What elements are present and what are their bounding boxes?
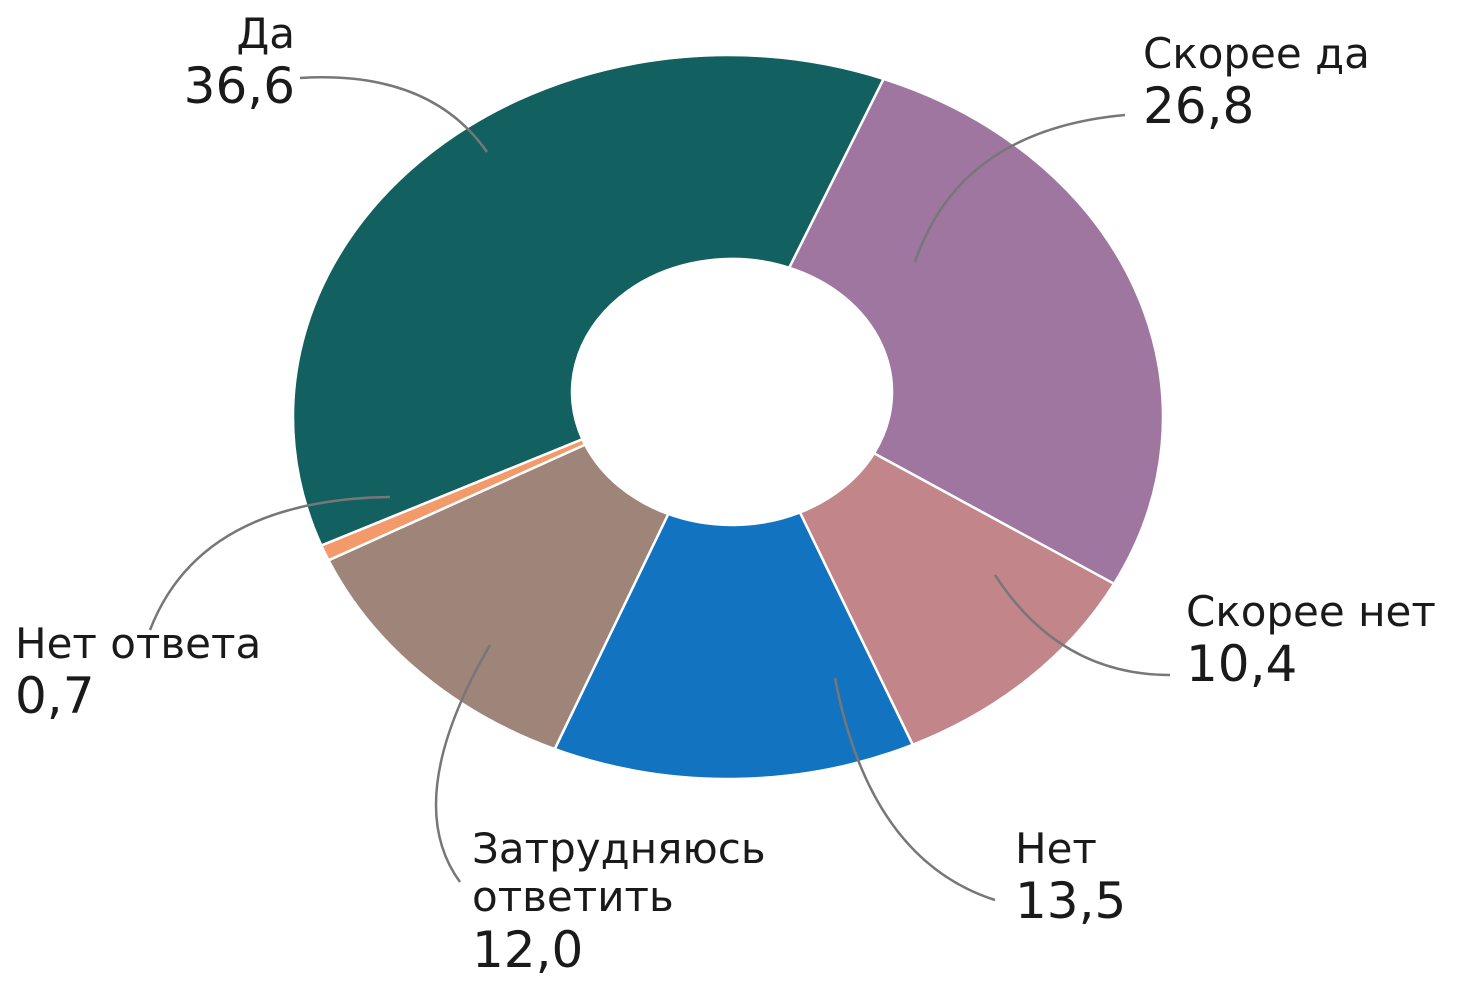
value-label: 36,6	[183, 57, 295, 116]
slice-label: Нет 13,5	[1015, 824, 1127, 931]
category-label: Да	[236, 9, 295, 58]
slice	[326, 443, 670, 751]
value-label: 0,7	[15, 667, 95, 726]
category-label: Скорее да	[1143, 29, 1370, 78]
leader-line	[993, 574, 1171, 677]
leader-line	[299, 76, 489, 153]
leader-line	[434, 644, 492, 883]
category-label: Затрудняюсь ответить	[472, 824, 766, 922]
slice-label: Скорее нет 10,4	[1186, 587, 1436, 694]
value-label: 12,0	[472, 920, 584, 979]
slice-label: Нет ответа 0,7	[15, 619, 262, 726]
value-label: 13,5	[1015, 872, 1127, 931]
value-label: 10,4	[1186, 635, 1298, 694]
leader-line	[833, 677, 996, 902]
slice	[552, 510, 915, 781]
value-label: 26,8	[1143, 77, 1255, 136]
slice-label: Затрудняюсь ответить 12,0	[472, 824, 812, 979]
slice-label: Скорее да 26,8	[1143, 29, 1370, 136]
category-label: Нет ответа	[15, 619, 262, 668]
leader-line	[148, 495, 391, 631]
leader-line	[913, 113, 1126, 263]
category-label: Скорее нет	[1186, 587, 1436, 636]
slice-label: Да 36,6	[183, 9, 295, 116]
category-label: Нет	[1015, 824, 1097, 873]
slice	[319, 437, 587, 562]
slice	[291, 53, 886, 548]
